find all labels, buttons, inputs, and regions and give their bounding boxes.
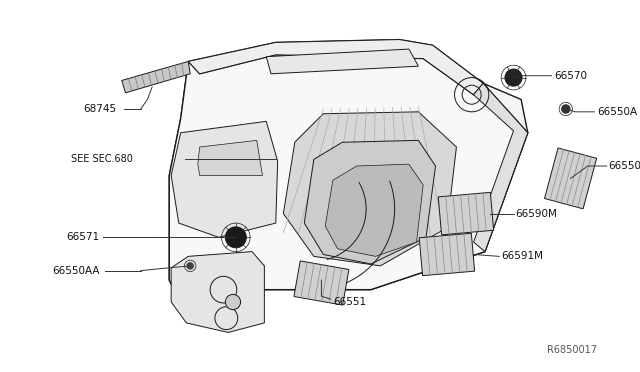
Circle shape	[225, 294, 241, 310]
Polygon shape	[266, 49, 419, 74]
Text: 66551: 66551	[333, 297, 366, 307]
Text: 66550: 66550	[609, 161, 640, 171]
Text: 68745: 68745	[84, 104, 117, 114]
Text: R6850017: R6850017	[547, 345, 597, 355]
Text: 66590M: 66590M	[515, 209, 557, 219]
Polygon shape	[294, 261, 349, 305]
Circle shape	[561, 104, 571, 114]
Text: 66550A: 66550A	[597, 107, 637, 117]
Polygon shape	[169, 55, 528, 318]
Polygon shape	[419, 233, 475, 276]
Polygon shape	[325, 164, 423, 256]
Polygon shape	[188, 39, 483, 95]
Text: 66571: 66571	[67, 232, 100, 242]
Polygon shape	[169, 39, 528, 318]
Circle shape	[186, 262, 194, 270]
Polygon shape	[171, 121, 278, 237]
Polygon shape	[304, 140, 436, 264]
Text: 66550AA: 66550AA	[52, 266, 100, 276]
Polygon shape	[284, 112, 456, 266]
Polygon shape	[198, 140, 262, 176]
Circle shape	[225, 227, 246, 248]
Polygon shape	[438, 192, 493, 235]
Polygon shape	[171, 251, 264, 333]
Text: 66570: 66570	[554, 71, 588, 81]
Circle shape	[505, 69, 522, 86]
Text: 66591M: 66591M	[501, 251, 543, 262]
Polygon shape	[545, 148, 596, 209]
Polygon shape	[474, 83, 528, 251]
Text: SEE SEC.680: SEE SEC.680	[71, 154, 133, 164]
Polygon shape	[122, 61, 190, 93]
